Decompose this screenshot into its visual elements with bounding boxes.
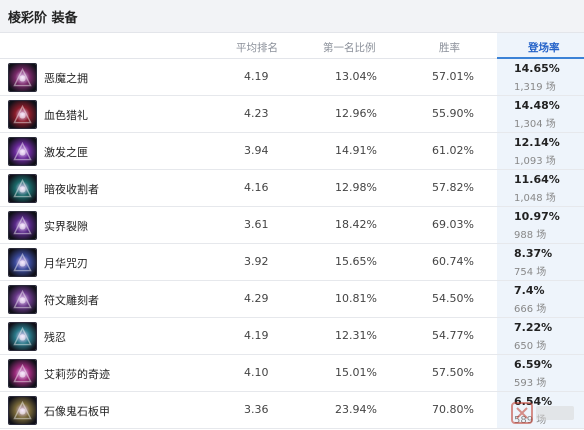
miracle-icon[interactable] bbox=[8, 359, 37, 388]
moon-blade-icon[interactable] bbox=[8, 248, 37, 277]
winrate-value: 54.77% bbox=[432, 329, 474, 342]
winrate-value: 61.02% bbox=[432, 144, 474, 157]
item-name: 激发之匣 bbox=[44, 146, 88, 159]
winrate-value: 57.82% bbox=[432, 181, 474, 194]
winrate-value: 57.01% bbox=[432, 70, 474, 83]
games-count: 589 场 bbox=[514, 415, 547, 426]
demonic-embrace-icon[interactable] bbox=[8, 63, 37, 92]
top1-rate-value: 13.04% bbox=[335, 70, 377, 83]
pickrate-highlight bbox=[497, 244, 584, 280]
pickrate-highlight bbox=[497, 281, 584, 317]
night-harvester-icon[interactable] bbox=[8, 174, 37, 203]
header-pickrate-highlight bbox=[497, 33, 584, 59]
cruelty-icon[interactable] bbox=[8, 322, 37, 351]
table-row[interactable]: 石像鬼石板甲 3.36 23.94% 70.80% 6.54% 589 场 bbox=[0, 392, 584, 429]
avg-rank-value: 4.10 bbox=[244, 366, 269, 379]
pickrate-highlight bbox=[497, 59, 584, 95]
item-name: 石像鬼石板甲 bbox=[44, 405, 110, 418]
table-row[interactable]: 恶魔之拥 4.19 13.04% 57.01% 14.65% 1,319 场 bbox=[0, 59, 584, 96]
table-row[interactable]: 艾莉莎的奇迹 4.10 15.01% 57.50% 6.59% 593 场 bbox=[0, 355, 584, 392]
pickrate-value: 12.14% bbox=[514, 136, 560, 149]
header-pickrate[interactable]: 登场率 bbox=[528, 42, 560, 54]
header-winrate[interactable]: 胜率 bbox=[439, 42, 460, 54]
rune-carver-icon[interactable] bbox=[8, 285, 37, 314]
winrate-value: 70.80% bbox=[432, 403, 474, 416]
item-name: 残忍 bbox=[44, 331, 66, 344]
avg-rank-value: 4.19 bbox=[244, 70, 269, 83]
rift-icon[interactable] bbox=[8, 211, 37, 240]
avg-rank-value: 4.23 bbox=[244, 107, 269, 120]
pickrate-value: 7.4% bbox=[514, 284, 545, 297]
pickrate-value: 14.48% bbox=[514, 99, 560, 112]
table-row[interactable]: 残忍 4.19 12.31% 54.77% 7.22% 650 场 bbox=[0, 318, 584, 355]
pickrate-highlight bbox=[497, 96, 584, 132]
pickrate-highlight bbox=[497, 170, 584, 206]
table-row[interactable]: 激发之匣 3.94 14.91% 61.02% 12.14% 1,093 场 bbox=[0, 133, 584, 170]
pickrate-highlight bbox=[497, 133, 584, 169]
table-row[interactable]: 暗夜收割者 4.16 12.98% 57.82% 11.64% 1,048 场 bbox=[0, 170, 584, 207]
games-count: 1,304 场 bbox=[514, 119, 556, 130]
games-count: 666 场 bbox=[514, 304, 547, 315]
page-title: 棱彩阶 装备 bbox=[0, 0, 584, 33]
top1-rate-value: 12.96% bbox=[335, 107, 377, 120]
winrate-value: 69.03% bbox=[432, 218, 474, 231]
pickrate-value: 6.54% bbox=[514, 395, 553, 408]
table-row[interactable]: 月华咒刃 3.92 15.65% 60.74% 8.37% 754 场 bbox=[0, 244, 584, 281]
pickrate-value: 8.37% bbox=[514, 247, 553, 260]
top1-rate-value: 23.94% bbox=[335, 403, 377, 416]
pickrate-value: 6.59% bbox=[514, 358, 553, 371]
games-count: 1,048 场 bbox=[514, 193, 556, 204]
table-row[interactable]: 符文雕刻者 4.29 10.81% 54.50% 7.4% 666 场 bbox=[0, 281, 584, 318]
games-count: 593 场 bbox=[514, 378, 547, 389]
avg-rank-value: 4.29 bbox=[244, 292, 269, 305]
top1-rate-value: 10.81% bbox=[335, 292, 377, 305]
pickrate-value: 7.22% bbox=[514, 321, 553, 334]
header-avg-rank[interactable]: 平均排名 bbox=[236, 42, 278, 54]
item-name: 恶魔之拥 bbox=[44, 72, 88, 85]
top1-rate-value: 18.42% bbox=[335, 218, 377, 231]
avg-rank-value: 4.16 bbox=[244, 181, 269, 194]
avg-rank-value: 3.36 bbox=[244, 403, 269, 416]
header-top1-rate[interactable]: 第一名比例 bbox=[323, 42, 376, 54]
pickrate-highlight bbox=[497, 207, 584, 243]
item-name: 艾莉莎的奇迹 bbox=[44, 368, 110, 381]
pickrate-value: 10.97% bbox=[514, 210, 560, 223]
item-name: 暗夜收割者 bbox=[44, 183, 99, 196]
gargoyle-icon[interactable] bbox=[8, 396, 37, 425]
table-row[interactable]: 血色猎礼 4.23 12.96% 55.90% 14.48% 1,304 场 bbox=[0, 96, 584, 133]
top1-rate-value: 12.31% bbox=[335, 329, 377, 342]
casket-icon[interactable] bbox=[8, 137, 37, 166]
avg-rank-value: 3.61 bbox=[244, 218, 269, 231]
pickrate-highlight bbox=[497, 355, 584, 391]
games-count: 1,319 场 bbox=[514, 82, 556, 93]
winrate-value: 57.50% bbox=[432, 366, 474, 379]
item-table: 恶魔之拥 4.19 13.04% 57.01% 14.65% 1,319 场 bbox=[0, 59, 584, 429]
avg-rank-value: 3.92 bbox=[244, 255, 269, 268]
top1-rate-value: 12.98% bbox=[335, 181, 377, 194]
item-name: 实界裂隙 bbox=[44, 220, 88, 233]
item-name: 血色猎礼 bbox=[44, 109, 88, 122]
item-name: 符文雕刻者 bbox=[44, 294, 99, 307]
pickrate-value: 11.64% bbox=[514, 173, 560, 186]
blood-gift-icon[interactable] bbox=[8, 100, 37, 129]
top1-rate-value: 14.91% bbox=[335, 144, 377, 157]
pickrate-highlight bbox=[497, 318, 584, 354]
top1-rate-value: 15.01% bbox=[335, 366, 377, 379]
winrate-value: 54.50% bbox=[432, 292, 474, 305]
table-header: 平均排名 第一名比例 胜率 登场率 bbox=[0, 33, 584, 59]
top1-rate-value: 15.65% bbox=[335, 255, 377, 268]
games-count: 988 场 bbox=[514, 230, 547, 241]
avg-rank-value: 3.94 bbox=[244, 144, 269, 157]
games-count: 1,093 场 bbox=[514, 156, 556, 167]
avg-rank-value: 4.19 bbox=[244, 329, 269, 342]
table-row[interactable]: 实界裂隙 3.61 18.42% 69.03% 10.97% 988 场 bbox=[0, 207, 584, 244]
watermark-logo-icon bbox=[511, 402, 574, 424]
winrate-value: 55.90% bbox=[432, 107, 474, 120]
games-count: 754 场 bbox=[514, 267, 547, 278]
pickrate-value: 14.65% bbox=[514, 62, 560, 75]
winrate-value: 60.74% bbox=[432, 255, 474, 268]
item-name: 月华咒刃 bbox=[44, 257, 88, 270]
games-count: 650 场 bbox=[514, 341, 547, 352]
